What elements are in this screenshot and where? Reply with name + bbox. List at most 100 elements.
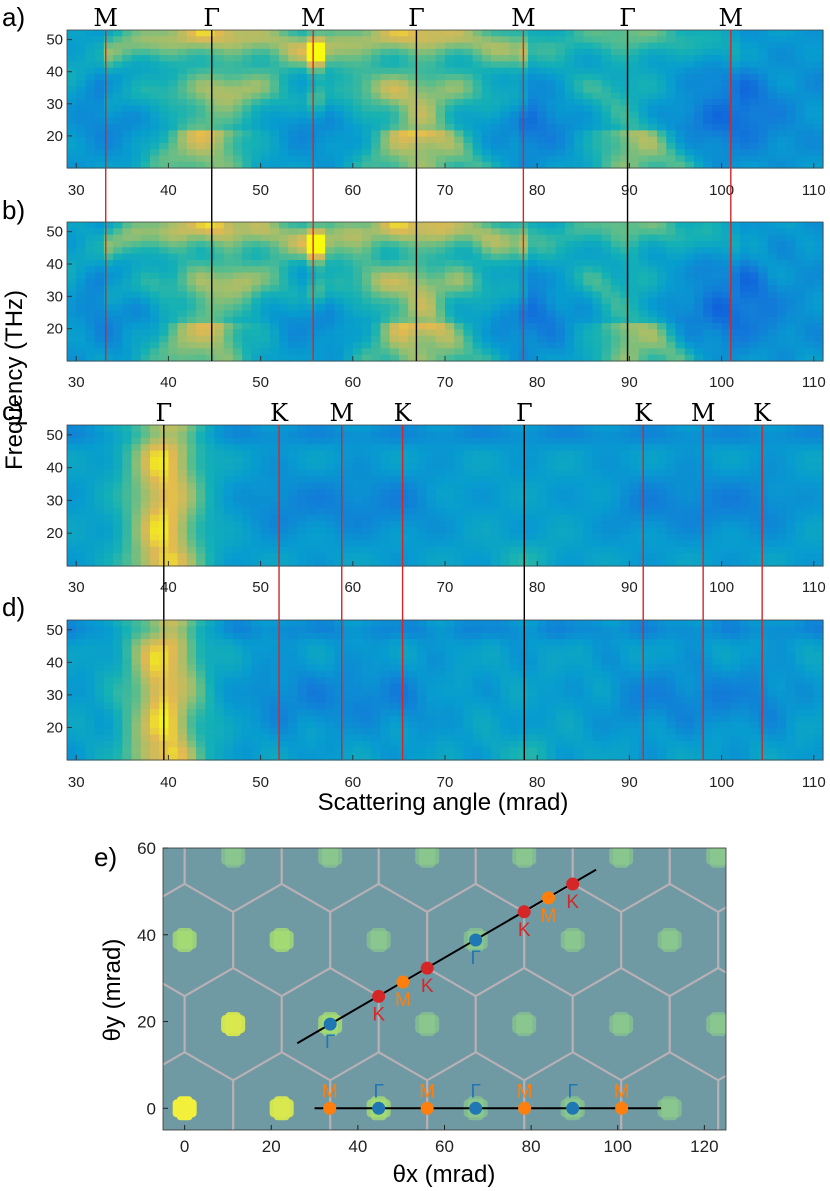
heatmap-cell	[574, 437, 584, 445]
heatmap-cell	[103, 495, 114, 503]
heatmap-cell	[804, 42, 815, 50]
heatmap-cell	[315, 142, 326, 150]
heatmap-cell	[186, 222, 197, 229]
heatmap-cell	[251, 425, 262, 433]
heatmap-cell	[223, 316, 234, 324]
heatmap-cell	[251, 304, 262, 312]
heatmap-cell	[564, 136, 575, 144]
heatmap-cell	[279, 514, 289, 522]
heatmap-cell	[638, 161, 649, 169]
heatmap-cell	[555, 67, 566, 75]
heatmap-cell	[149, 80, 160, 88]
heatmap-cell	[288, 253, 299, 261]
heatmap-cell	[574, 450, 584, 458]
heatmap-cell	[260, 149, 271, 157]
heatmap-cell	[168, 86, 179, 94]
heatmap-cell	[362, 228, 372, 236]
heatmap-cell	[159, 73, 170, 81]
heatmap-cell	[601, 310, 612, 318]
heatmap-cell	[168, 546, 179, 554]
heatmap-cell	[168, 55, 179, 62]
heatmap-cell	[343, 501, 354, 509]
heatmap-cell	[454, 489, 465, 497]
heatmap-cell	[343, 469, 354, 477]
heatmap-cell	[177, 105, 188, 113]
heatmap-cell	[325, 278, 335, 286]
heatmap-cell	[131, 272, 142, 280]
heatmap-cell	[279, 272, 289, 280]
heatmap-cell	[196, 117, 206, 125]
heatmap-cell	[315, 431, 326, 439]
heatmap-cell	[122, 546, 133, 554]
heatmap-cell	[537, 142, 548, 150]
heatmap-cell	[555, 61, 566, 69]
heatmap-cell	[371, 444, 382, 452]
heatmap-cell	[315, 105, 326, 113]
heatmap-cell	[352, 149, 363, 157]
heatmap-cell	[601, 348, 612, 356]
heatmap-cell	[297, 546, 308, 554]
heatmap-cell	[94, 354, 105, 362]
heatmap-cell	[527, 291, 538, 299]
heatmap-cell	[306, 310, 317, 318]
heatmap-cell	[693, 86, 704, 94]
heatmap-cell	[325, 463, 335, 471]
heatmap-cell	[537, 508, 548, 516]
heatmap-cell	[749, 228, 760, 236]
heatmap-cell	[371, 559, 382, 567]
heatmap-cell	[491, 546, 501, 554]
heatmap-cell	[749, 329, 760, 337]
heatmap-cell	[647, 67, 658, 75]
heatmap-cell	[601, 117, 612, 125]
heatmap-cell	[647, 259, 658, 267]
heatmap-cell	[786, 36, 796, 44]
heatmap-cell	[352, 495, 363, 503]
heatmap-cell	[527, 30, 538, 37]
heatmap-cell	[94, 285, 105, 293]
heatmap-cell	[389, 297, 400, 305]
heatmap-cell	[315, 80, 326, 88]
heatmap-cell	[417, 228, 428, 236]
heatmap-cell	[94, 247, 105, 255]
heatmap-cell	[684, 117, 695, 125]
heatmap-cell	[325, 559, 335, 567]
heatmap-cell	[140, 489, 151, 497]
heatmap-cell	[67, 272, 77, 280]
heatmap-cell	[804, 323, 815, 331]
heatmap-cell	[334, 55, 345, 62]
heatmap-cell	[454, 285, 465, 293]
heatmap-cell	[325, 450, 335, 458]
heatmap-cell	[629, 80, 640, 88]
heatmap-cell	[205, 482, 216, 490]
heatmap-cell	[371, 329, 382, 337]
heatmap-cell	[260, 501, 271, 509]
heatmap-cell	[251, 99, 262, 106]
heatmap-cell	[740, 291, 750, 299]
heatmap-cell	[398, 149, 409, 157]
heatmap-cell	[362, 323, 372, 331]
heatmap-cell	[693, 48, 704, 56]
heatmap-cell	[223, 55, 234, 62]
heatmap-cell	[786, 117, 796, 125]
heatmap-cell	[463, 342, 474, 349]
heatmap-cell	[435, 48, 446, 56]
heatmap-cell	[306, 469, 317, 477]
heatmap-cell	[564, 508, 575, 516]
heatmap-cell	[804, 222, 815, 229]
heatmap-cell	[325, 240, 335, 248]
heatmap-cell	[454, 73, 465, 81]
heatmap-cell	[76, 278, 87, 286]
heatmap-cell	[454, 540, 465, 548]
heatmap-cell	[76, 111, 87, 119]
heatmap-cell	[196, 444, 206, 452]
heatmap-cell	[177, 348, 188, 356]
heatmap-cell	[472, 316, 483, 324]
heatmap-cell	[315, 285, 326, 293]
panel-e-x-label: θx (mrad)	[393, 1161, 496, 1188]
heatmap-cell	[610, 297, 621, 305]
heatmap-cell	[454, 67, 465, 75]
heatmap-cell	[371, 92, 382, 100]
heatmap-cell	[574, 304, 584, 312]
heatmap-cell	[804, 55, 815, 62]
heatmap-cell	[334, 546, 345, 554]
